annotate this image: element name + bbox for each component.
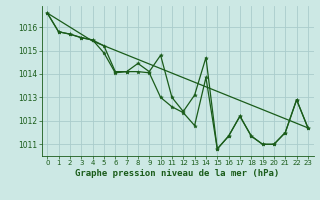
X-axis label: Graphe pression niveau de la mer (hPa): Graphe pression niveau de la mer (hPa) [76, 169, 280, 178]
